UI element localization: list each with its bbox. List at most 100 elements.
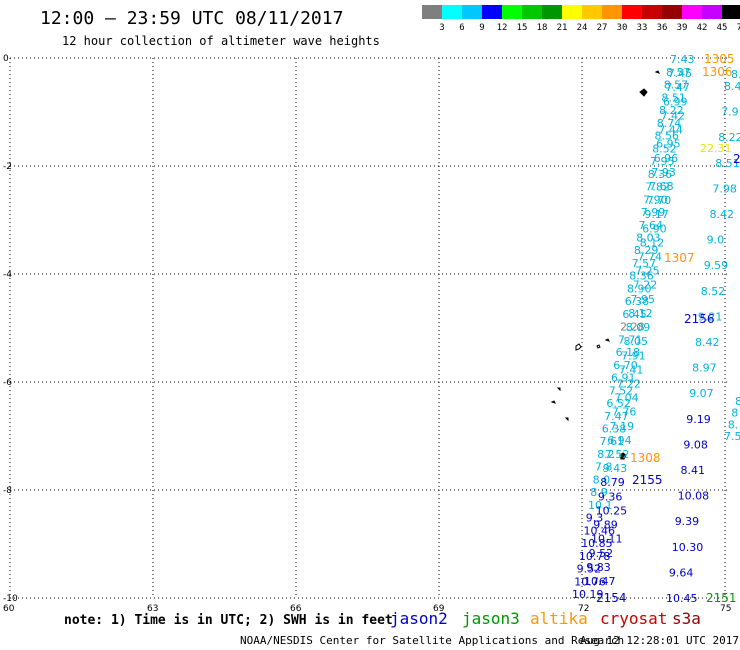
value-22-31: 22.31 [700,142,732,155]
wave-height-value: 8.51 [661,92,686,105]
legend-label: 18 [536,23,548,33]
lat-label: -6 [3,378,12,388]
wave-height-value: 7.76 [612,406,637,419]
legend-label: 3 [439,23,445,33]
pass-label-1305: 1305 [704,52,735,66]
wave-height-value: 6.91 [611,372,636,385]
island-chagos-3 [604,338,610,342]
wave-height-value: 7.22 [617,378,642,391]
wave-height-value: 7.91 [621,349,646,362]
pass-label-1306: 1306 [702,65,733,79]
wave-height-value: 9.07 [689,387,714,400]
wave-height-value: 8.56 [655,130,680,143]
wave-height-value: 9.43 [603,462,628,475]
lon-label: 75 [720,604,731,614]
wave-height-value: 8.52 [652,142,677,155]
lat-label: -4 [3,270,12,280]
pass-label-2151: 2151 [706,591,737,605]
legend-swatch [682,5,702,19]
wave-height-value: 8.57 [664,79,689,92]
generated-date: Aug 12 12:28:01 UTC 2017 [580,634,739,647]
wave-height-value: 7.41 [619,363,644,376]
legend-swatch [502,5,522,19]
legend-swatch [462,5,482,19]
wave-height-value: 8 [731,407,738,420]
legend-swatch [702,5,722,19]
legend-label: 33 [636,23,648,33]
wave-height-value: 8.36 [648,168,673,181]
legend-label: 24 [576,23,588,33]
wave-height-value: 10.45 [666,592,698,605]
wave-height-value: 10.46 [584,524,616,537]
legend-swatch [482,5,502,19]
wave-height-value: 6.99 [663,95,688,108]
island-south-2 [550,400,556,404]
wave-height-value: 7.71 [618,333,643,346]
wave-height-value: 7.47 [665,81,690,94]
legend-swatch [422,5,442,19]
wave-height-value: 9.3 [586,512,604,525]
wave-height-value: 8.52 [701,285,726,298]
wave-height-value: 8.51 [715,157,740,170]
wave-height-value: 10.25 [596,505,628,518]
lat-label: -10 [3,594,18,604]
latitude-labels: 0 -2 -4 -6 -8 -10 [3,54,18,604]
pass-label-edge: 2 [733,152,740,166]
wave-height-value: 7.70 [647,194,672,207]
wave-height-value: 8.74 [657,117,682,130]
wave-height-value: 7.19 [610,420,635,433]
wave-height-value: 9.52 [589,547,614,560]
wave-height-value: 7.25 [635,265,660,278]
wave-height-value: 7.68 [649,180,674,193]
footer-note: note: 1) Time is in UTC; 2) SWH is in fe… [64,613,393,628]
wave-height-value: 10.78 [579,550,611,563]
longitude-labels: 60 63 66 69 72 75 [3,604,731,614]
wave-height-value: 6.90 [642,222,667,235]
wave-height-value: 7.74 [638,251,663,264]
wave-height-value: 8 [735,395,740,408]
island-maldives-north [639,88,648,97]
wave-height-value: 8.05 [624,335,649,348]
wave-height-value: 7.95 [650,155,675,168]
pass-label-2155: 2155 [632,473,663,487]
wave-height-value: 9.39 [675,515,700,528]
wave-height-value: 7.64 [639,219,664,232]
wave-height-value: 8.6 [731,68,740,81]
wave-height-value: 10.85 [581,537,613,550]
satellite-altika: altika [530,609,588,628]
legend-label: 36 [656,23,668,33]
legend-label: 45 [716,23,728,33]
wave-height-value: 9.83 [586,561,611,574]
wave-height-value: 8.12 [640,236,665,249]
legend-label: 39 [676,23,688,33]
wave-height-value: 7.52 [609,384,634,397]
wave-height-value: 7.57 [632,257,657,270]
wave-height-value: 8.09 [626,321,651,334]
legend-swatch [722,5,740,19]
wave-height-value: 7.52 [605,448,630,461]
wave-height-value: 8.12 [628,307,653,320]
wave-height-value: 6.45 [622,308,647,321]
wave-height-value: 8.36 [629,270,654,283]
wave-height-value: 7.82 [645,181,670,194]
map-grid [9,57,730,599]
legend-label: 27 [596,23,608,33]
island-chagos-1 [575,343,582,351]
satellite-s3a: s3a [672,609,701,628]
legend-label: 30 [616,23,628,33]
wave-height-value: 7.43 [670,53,695,66]
wave-height-value: 7.22 [633,279,658,292]
wave-height-value: 9.0 [707,234,725,247]
legend-swatch [602,5,622,19]
satellite-jason2: jason2 [390,609,448,628]
wave-height-value: 7.98 [712,182,737,195]
wave-height-value: 9.17 [644,208,669,221]
legend-label: 6 [459,23,465,33]
wave-height-value: 9.21 [698,310,723,323]
wave-height-value: 8.57 [666,66,691,79]
wave-height-value: 8.42 [695,336,720,349]
wave-height-value: 8.41 [681,464,706,477]
wave-height-value: 9.19 [686,413,711,426]
legend-label: 9 [479,23,485,33]
wave-height-value: 8.03 [636,232,661,245]
